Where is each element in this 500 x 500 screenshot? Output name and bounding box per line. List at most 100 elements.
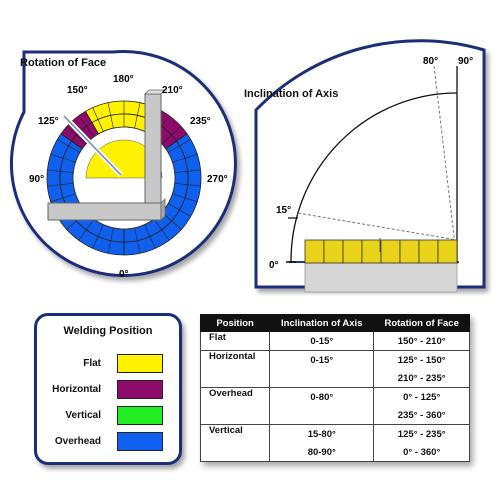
angle-label-0-axis: 0° <box>269 260 279 271</box>
cell-rotation: 210° - 235° <box>373 369 470 388</box>
ring-divider <box>168 139 191 153</box>
ring-divider <box>47 169 74 173</box>
dashed-line-80 <box>433 65 458 263</box>
table-row: Horizontal 0-15° 125° - 150° <box>199 350 470 369</box>
cell-rotation: 125° - 150° <box>373 350 470 369</box>
angle-label-15: 15° <box>276 205 291 216</box>
ring-divider <box>172 193 198 203</box>
weld-bead <box>380 239 401 264</box>
ring-divider <box>161 126 182 145</box>
ring-divider <box>168 203 191 217</box>
inclination-arc <box>290 92 458 262</box>
ring-divider <box>47 183 74 187</box>
table-row: Overhead 0-80° 0° - 125° <box>199 387 470 406</box>
cell-inclination <box>269 406 375 425</box>
cell-inclination <box>269 369 375 388</box>
welding-position-legend: Welding Position Flat Horizontal Vertica… <box>34 313 182 465</box>
ring-divider <box>172 153 198 163</box>
cell-position: Flat <box>199 331 271 351</box>
legend-swatch-overhead <box>117 432 163 451</box>
cell-inclination: 0-15° <box>269 331 375 351</box>
angle-label-235: 235° <box>190 116 211 127</box>
cell-position <box>199 406 271 425</box>
cell-position: Horizontal <box>199 350 271 369</box>
weld-bead <box>418 239 439 264</box>
cell-rotation: 0° - 125° <box>373 387 470 406</box>
cell-rotation: 0° - 360° <box>373 443 470 462</box>
legend-label-vertical: Vertical <box>65 410 101 421</box>
ring-divider <box>107 227 114 254</box>
ring-divider <box>134 102 141 129</box>
legend-label-flat: Flat <box>83 358 101 369</box>
angle-label-270: 270° <box>207 174 228 185</box>
weld-bead <box>304 239 325 264</box>
legend-swatch-vertical <box>117 406 163 425</box>
table-row: 210° - 235° <box>199 369 470 388</box>
table-row: Vertical 15-80° 125° - 235° <box>199 424 470 443</box>
ring-divider <box>92 107 104 132</box>
ring-divider <box>66 126 87 145</box>
horizontal-plate-edge <box>160 198 166 221</box>
ring-divider <box>174 183 201 187</box>
inclination-base-plate <box>304 262 458 293</box>
ring-divider <box>50 153 76 163</box>
ring-divider <box>174 169 201 173</box>
weld-beads <box>304 239 458 264</box>
angle-label-0: 0° <box>119 269 129 280</box>
ring-divider <box>78 115 95 137</box>
position-table: Position Inclination of Axis Rotation of… <box>199 314 470 462</box>
cell-position: Vertical <box>199 424 271 443</box>
ring-divider <box>92 224 104 249</box>
ring-divider <box>134 227 141 254</box>
table-row: 80-90° 0° - 360° <box>199 443 470 462</box>
header-rotation: Rotation of Face <box>373 314 470 332</box>
angle-label-210: 210° <box>162 85 183 96</box>
header-inclination: Inclination of Axis <box>269 314 375 332</box>
face-pointer-outline <box>63 115 122 176</box>
weld-bead <box>399 239 420 264</box>
angle-label-90-axis: 90° <box>458 56 473 67</box>
cell-position <box>199 443 271 462</box>
legend-label-overhead: Overhead <box>54 436 101 447</box>
ring-divider <box>144 224 156 249</box>
weld-bead <box>323 239 344 264</box>
cell-rotation: 235° - 360° <box>373 406 470 425</box>
ring-divider <box>153 219 170 241</box>
cell-inclination: 80-90° <box>269 443 375 462</box>
inner-circle <box>72 126 176 230</box>
legend-swatch-flat <box>117 354 163 373</box>
dashed-line-15 <box>297 212 458 241</box>
ring-divider <box>57 139 80 153</box>
table-header-row: Position Inclination of Axis Rotation of… <box>199 314 470 332</box>
cell-inclination: 15-80° <box>269 424 375 443</box>
header-position: Position <box>199 314 271 332</box>
angle-label-150: 150° <box>67 85 88 96</box>
rotation-panel-title: Rotation of Face <box>20 57 106 69</box>
cell-inclination: 0-15° <box>269 350 375 369</box>
angle-label-125: 125° <box>38 116 59 127</box>
inclination-of-axis-diagram: Inclination of Axis 80° 90° 15° 0° <box>244 39 486 293</box>
ring-divider <box>50 193 76 203</box>
angle-label-180: 180° <box>113 74 134 85</box>
table-row: 235° - 360° <box>199 406 470 425</box>
cell-position <box>199 369 271 388</box>
legend-label-horizontal: Horizontal <box>52 384 101 395</box>
table-row: Flat 0-15° 150° - 210° <box>199 331 470 351</box>
cell-position: Overhead <box>199 387 271 406</box>
inclination-panel-outline <box>254 39 486 289</box>
cell-rotation: 150° - 210° <box>373 331 470 351</box>
cell-rotation: 125° - 235° <box>373 424 470 443</box>
ring-divider <box>78 219 95 241</box>
legend-swatch-horizontal <box>117 380 163 399</box>
vertical-plate-top <box>144 89 166 95</box>
weld-bead <box>361 239 382 264</box>
position-table-container: Position Inclination of Axis Rotation of… <box>199 314 470 462</box>
legend-title: Welding Position <box>63 325 153 337</box>
rotation-of-face-diagram: Rotation of Face 180° 150° 210° 125° 235… <box>9 50 237 280</box>
cell-inclination: 0-80° <box>269 387 375 406</box>
weld-bead <box>437 239 458 264</box>
angle-label-90: 90° <box>29 174 44 185</box>
angle-label-80: 80° <box>423 56 438 67</box>
weld-bead <box>342 239 363 264</box>
inclination-panel-title: Inclination of Axis <box>244 88 338 100</box>
